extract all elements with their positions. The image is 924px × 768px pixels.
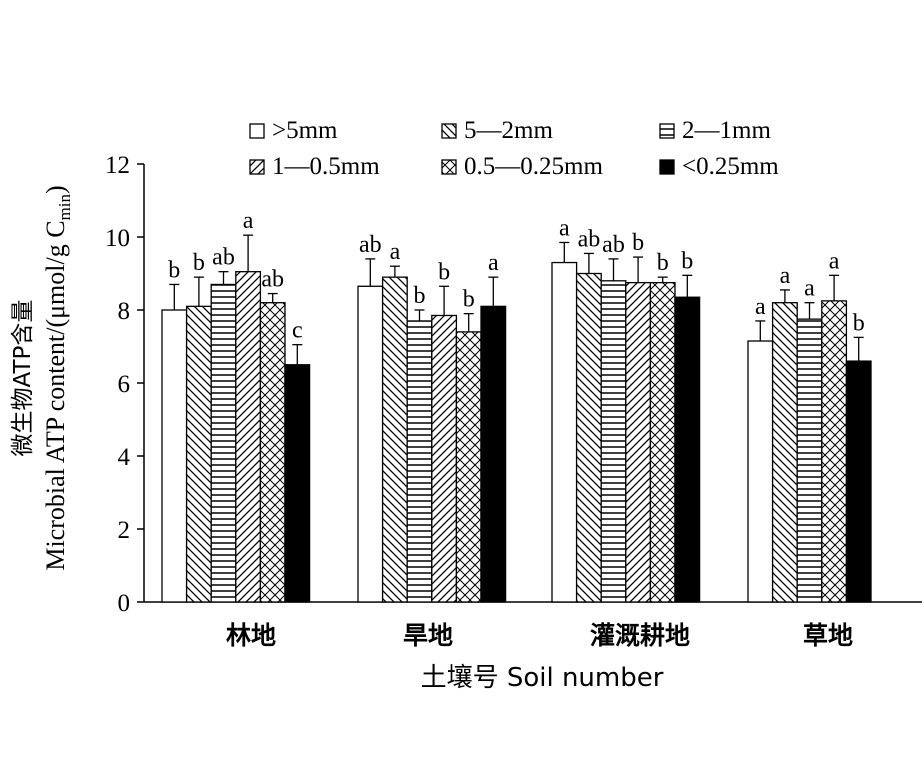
significance-letter: b bbox=[657, 250, 669, 276]
significance-letter: a bbox=[829, 248, 840, 274]
bar bbox=[821, 300, 848, 603]
y-axis-title: 微生物ATP含量 Microbial ATP content/(μmol/g C… bbox=[10, 185, 74, 570]
significance-letter: ab bbox=[261, 267, 284, 293]
bar bbox=[406, 320, 433, 603]
x-category-label: 草地 bbox=[803, 621, 853, 650]
significance-letter: b bbox=[414, 283, 426, 309]
x-category-label: 林地 bbox=[226, 621, 276, 650]
bar bbox=[185, 305, 212, 603]
y-tick-label: 8 bbox=[118, 298, 131, 325]
y-tick-label: 2 bbox=[118, 517, 131, 544]
legend-label: 0.5—0.25mm bbox=[464, 153, 603, 180]
significance-letter: a bbox=[559, 215, 570, 241]
significance-letter: ab bbox=[578, 226, 601, 252]
bar bbox=[747, 340, 774, 603]
x-axis-title: 土壤号 Soil number bbox=[421, 663, 664, 693]
y-axis-title-main: Microbial ATP content/(μmol/g C bbox=[41, 220, 70, 570]
bar bbox=[284, 364, 311, 603]
bar bbox=[649, 281, 676, 603]
significance-letter: a bbox=[390, 239, 401, 265]
y-tick-label: 0 bbox=[118, 590, 131, 617]
significance-letter: ab bbox=[359, 232, 382, 258]
bar bbox=[381, 276, 408, 603]
bar bbox=[480, 305, 507, 603]
bar bbox=[796, 318, 823, 603]
legend-swatch bbox=[249, 159, 265, 175]
bar bbox=[551, 261, 578, 603]
bar bbox=[235, 271, 262, 603]
legend-label: <0.25mm bbox=[682, 153, 779, 180]
y-axis-title-sub: min bbox=[55, 193, 74, 220]
legend-swatch bbox=[441, 159, 457, 175]
significance-letter: b bbox=[193, 250, 205, 276]
y-tick-label: 6 bbox=[118, 371, 131, 398]
x-category-labels: 林地 旱地 灌溉耕地 草地 bbox=[226, 621, 853, 650]
legend-label: 1—0.5mm bbox=[272, 153, 380, 180]
legend-label: 2—1mm bbox=[682, 117, 771, 144]
significance-letter: b bbox=[681, 248, 693, 274]
x-category-label: 旱地 bbox=[403, 621, 453, 650]
legend-swatch bbox=[659, 159, 675, 175]
y-tick-label: 10 bbox=[105, 225, 130, 252]
significance-letter: b bbox=[463, 287, 475, 313]
legend-swatch bbox=[659, 123, 675, 139]
significance-letter: c bbox=[292, 318, 303, 344]
y-tick-label: 12 bbox=[105, 152, 130, 179]
significance-letter: b bbox=[853, 310, 865, 336]
significance-letter: a bbox=[243, 208, 254, 234]
significance-letter: a bbox=[804, 276, 815, 302]
bar bbox=[845, 360, 872, 603]
y-tick-label: 4 bbox=[118, 444, 131, 471]
bar bbox=[357, 285, 384, 603]
y-axis-title-end: ) bbox=[41, 185, 70, 194]
bar bbox=[161, 309, 188, 603]
legend: >5mm 5—2mm 2—1mm 1—0.5mm 0.5—0.25mm <0.25mm bbox=[249, 117, 779, 180]
bar bbox=[771, 302, 798, 603]
legend-label: 5—2mm bbox=[464, 117, 553, 144]
bar bbox=[674, 296, 701, 603]
significance-letter: ab bbox=[602, 232, 625, 258]
significance-letter: b bbox=[632, 230, 644, 256]
bar bbox=[431, 314, 458, 603]
y-axis-title-line1: 微生物ATP含量 bbox=[10, 300, 36, 457]
bar bbox=[575, 272, 602, 603]
legend-swatch bbox=[249, 123, 265, 139]
bar bbox=[455, 331, 482, 603]
bar bbox=[259, 302, 286, 603]
bar bbox=[210, 283, 237, 603]
legend-label: >5mm bbox=[272, 117, 338, 144]
significance-letter: a bbox=[755, 294, 766, 320]
significance-letter: b bbox=[168, 257, 180, 283]
bar bbox=[625, 281, 652, 603]
bar bbox=[600, 280, 627, 603]
y-axis-title-line2: Microbial ATP content/(μmol/g Cmin) bbox=[41, 185, 74, 570]
legend-swatch bbox=[441, 123, 457, 139]
significance-letter: a bbox=[780, 263, 791, 289]
significance-letter: a bbox=[488, 250, 499, 276]
significance-letter: b bbox=[438, 259, 450, 285]
significance-letter: ab bbox=[212, 245, 235, 271]
x-category-label: 灌溉耕地 bbox=[590, 621, 690, 650]
